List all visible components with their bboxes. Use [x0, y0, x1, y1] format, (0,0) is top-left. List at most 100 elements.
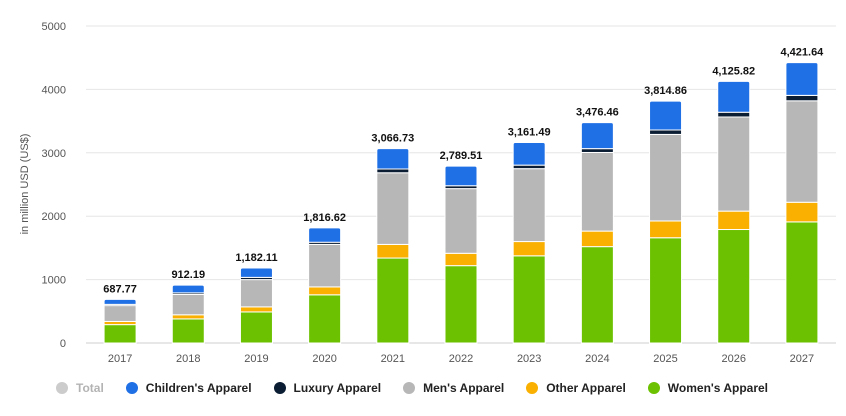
bar-2017-men-s-apparel[interactable]: [103, 305, 137, 322]
legend-item-men-s-apparel[interactable]: Men's Apparel: [403, 381, 504, 395]
bar-2018-women-s-apparel[interactable]: [171, 318, 205, 344]
bar-stack-2017[interactable]: [103, 298, 137, 344]
bar-2027-women-s-apparel[interactable]: [785, 221, 819, 344]
bar-2020-women-s-apparel[interactable]: [308, 294, 342, 344]
legend-label: Children's Apparel: [145, 381, 252, 395]
bar-2018-men-s-apparel[interactable]: [171, 293, 205, 316]
bar-2027-other-apparel[interactable]: [785, 201, 819, 223]
bar-2026-men-s-apparel[interactable]: [717, 116, 751, 212]
bar-2022-other-apparel[interactable]: [444, 252, 478, 267]
bar-2019-other-apparel[interactable]: [239, 306, 273, 313]
x-axis-ticks: 2017 2018 2019 2020 2021 2022 2023 2024 2025 2026…: [108, 353, 814, 365]
legend-item-luxury-apparel[interactable]: Luxury Apparel: [273, 381, 382, 395]
bar-2023-other-apparel[interactable]: [512, 241, 546, 257]
bar-2020-children-s-apparel[interactable]: [308, 227, 342, 243]
y-tick-label: 0: [60, 338, 66, 350]
bar-2021-luxury-apparel[interactable]: [376, 168, 410, 174]
x-tick-label: 2026: [721, 353, 745, 365]
y-axis-ticks: 0 1000 2000 3000 4000 5000: [42, 21, 66, 350]
bar-stack-2024[interactable]: [580, 122, 614, 344]
bar-2025-children-s-apparel[interactable]: [649, 100, 683, 131]
bar-2022-women-s-apparel[interactable]: [444, 265, 478, 344]
y-tick-label: 4000: [42, 84, 66, 96]
bar-2023-children-s-apparel[interactable]: [512, 142, 546, 166]
bar-2021-women-s-apparel[interactable]: [376, 257, 410, 344]
total-data-label: 1,816.62: [303, 212, 346, 224]
bar-stack-2018[interactable]: [171, 284, 205, 344]
bar-2023-women-s-apparel[interactable]: [512, 255, 546, 344]
bar-2024-women-s-apparel[interactable]: [580, 246, 614, 344]
bar-2025-other-apparel[interactable]: [649, 220, 683, 239]
legend-label: Women's Apparel: [667, 381, 769, 395]
bar-2018-children-s-apparel[interactable]: [171, 284, 205, 294]
bar-stack-2023[interactable]: [512, 142, 546, 344]
legend-item-children-s-apparel[interactable]: Children's Apparel: [125, 381, 252, 395]
bar-stack-2019[interactable]: [239, 267, 273, 344]
bar-2021-other-apparel[interactable]: [376, 243, 410, 259]
total-labels: 687.77 912.19 1,182.11 1,816.62 3,066.73 2,78…: [103, 47, 824, 296]
total-data-label: 1,182.11: [235, 252, 277, 264]
y-tick-label: 3000: [42, 148, 66, 160]
total-data-label: 3,066.73: [371, 133, 414, 145]
bar-stack-2021[interactable]: [376, 148, 410, 344]
bar-2022-men-s-apparel[interactable]: [444, 188, 478, 254]
bar-stack-2027[interactable]: [785, 62, 819, 344]
total-data-label: 687.77: [103, 283, 137, 295]
bar-2017-women-s-apparel[interactable]: [103, 324, 137, 344]
bar-2019-children-s-apparel[interactable]: [239, 267, 273, 278]
legend-swatch: [56, 382, 68, 394]
bar-2021-men-s-apparel[interactable]: [376, 172, 410, 245]
x-tick-label: 2022: [449, 353, 473, 365]
y-tick-label: 5000: [42, 21, 66, 33]
bar-2025-luxury-apparel[interactable]: [649, 129, 683, 135]
x-tick-label: 2020: [312, 353, 336, 365]
bar-2021-children-s-apparel[interactable]: [376, 148, 410, 170]
bar-2020-men-s-apparel[interactable]: [308, 243, 342, 288]
legend-item-other-apparel[interactable]: Other Apparel: [526, 381, 626, 395]
bar-2023-luxury-apparel[interactable]: [512, 164, 546, 170]
legend-label: Total: [76, 381, 104, 395]
bar-2024-men-s-apparel[interactable]: [580, 151, 614, 232]
bar-2027-children-s-apparel[interactable]: [785, 62, 819, 96]
bar-2027-luxury-apparel[interactable]: [785, 94, 819, 102]
bar-2017-children-s-apparel[interactable]: [103, 298, 137, 305]
bars: [103, 62, 819, 344]
legend-item-total[interactable]: Total: [56, 381, 104, 395]
y-tick-label: 2000: [42, 211, 66, 223]
x-tick-label: 2017: [108, 353, 132, 365]
bar-stack-2026[interactable]: [717, 80, 751, 344]
bar-2024-luxury-apparel[interactable]: [580, 148, 614, 153]
legend-swatch: [125, 382, 138, 394]
total-data-label: 912.19: [171, 269, 205, 281]
bar-2027-men-s-apparel[interactable]: [785, 100, 819, 203]
y-axis-label: in million USD (US$): [19, 134, 31, 235]
legend-swatch: [403, 382, 416, 394]
x-tick-label: 2023: [517, 353, 541, 365]
y-tick-label: 1000: [42, 275, 66, 287]
bar-2019-women-s-apparel[interactable]: [239, 311, 273, 344]
legend-label: Luxury Apparel: [293, 381, 382, 395]
bar-2026-women-s-apparel[interactable]: [717, 229, 751, 344]
legend-label: Other Apparel: [546, 381, 626, 395]
bar-stack-2022[interactable]: [444, 165, 478, 344]
bar-2024-children-s-apparel[interactable]: [580, 122, 614, 150]
bar-2026-luxury-apparel[interactable]: [717, 111, 751, 118]
x-tick-label: 2025: [653, 353, 677, 365]
bar-2026-other-apparel[interactable]: [717, 210, 751, 231]
bar-2022-children-s-apparel[interactable]: [444, 165, 478, 187]
bar-stack-2025[interactable]: [649, 100, 683, 344]
bar-2020-other-apparel[interactable]: [308, 286, 342, 296]
bar-2024-other-apparel[interactable]: [580, 230, 614, 248]
bar-2023-men-s-apparel[interactable]: [512, 168, 546, 243]
bar-2019-men-s-apparel[interactable]: [239, 279, 273, 308]
bar-2025-men-s-apparel[interactable]: [649, 133, 683, 222]
bar-stack-2020[interactable]: [308, 227, 342, 344]
bar-2025-women-s-apparel[interactable]: [649, 237, 683, 344]
legend-swatch: [273, 382, 286, 394]
bar-2018-other-apparel[interactable]: [171, 314, 205, 320]
bar-2026-children-s-apparel[interactable]: [717, 80, 751, 113]
legend-item-women-s-apparel[interactable]: Women's Apparel: [647, 381, 769, 395]
legend-swatch: [526, 382, 539, 394]
total-data-label: 2,789.51: [440, 150, 483, 162]
